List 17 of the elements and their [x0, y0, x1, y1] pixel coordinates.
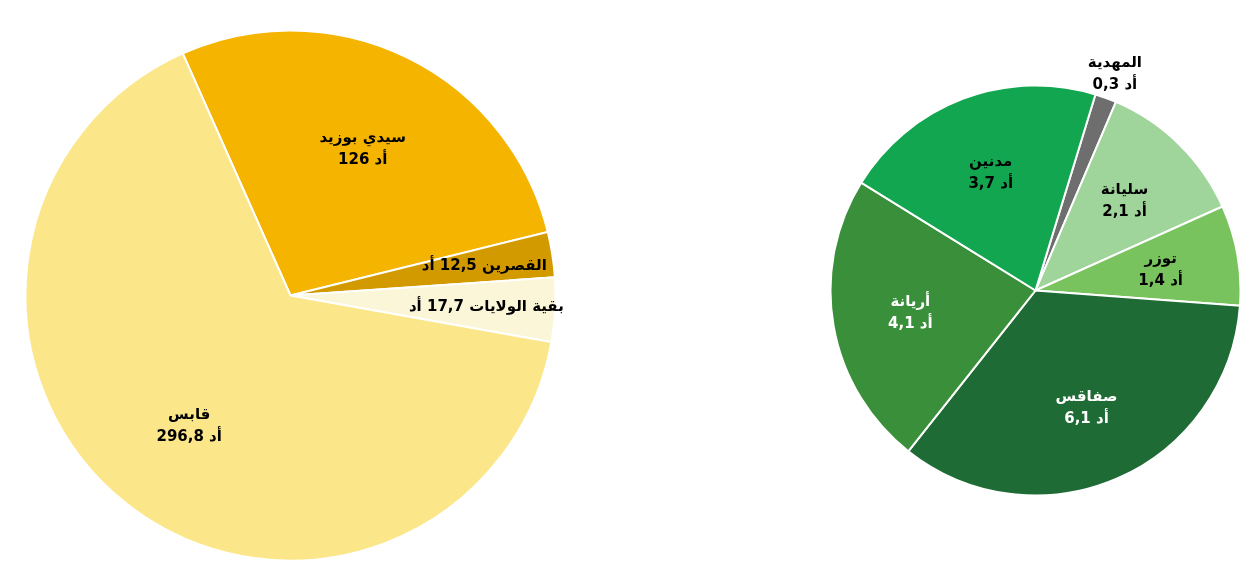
data-label: 1,4 أد [1138, 269, 1184, 289]
data-label: 2,1 أد [1102, 200, 1147, 220]
data-label: 3,7 أد [968, 172, 1014, 192]
slice-label: سليانة [1100, 179, 1149, 198]
data-label: 126 أد [338, 148, 388, 168]
slice-label: توزر [1143, 248, 1177, 267]
data-label: 0,3 أد [1092, 73, 1138, 93]
slice-label: قابس [168, 404, 211, 423]
data-label: 296,8 أد [156, 425, 222, 445]
data-label: 6,1 أد [1064, 407, 1109, 427]
slice-label: أريانة [890, 291, 931, 311]
slice-label: مدنين [969, 151, 1013, 170]
data-label: 4,1 أد [887, 313, 933, 333]
slice-label: صفاقس [1055, 386, 1118, 405]
slice-label: سيدي بوزيد [319, 127, 406, 147]
slice-label: المهدية [1087, 52, 1142, 71]
slice-label: بقية الولايات 17,7 أد [408, 296, 564, 316]
